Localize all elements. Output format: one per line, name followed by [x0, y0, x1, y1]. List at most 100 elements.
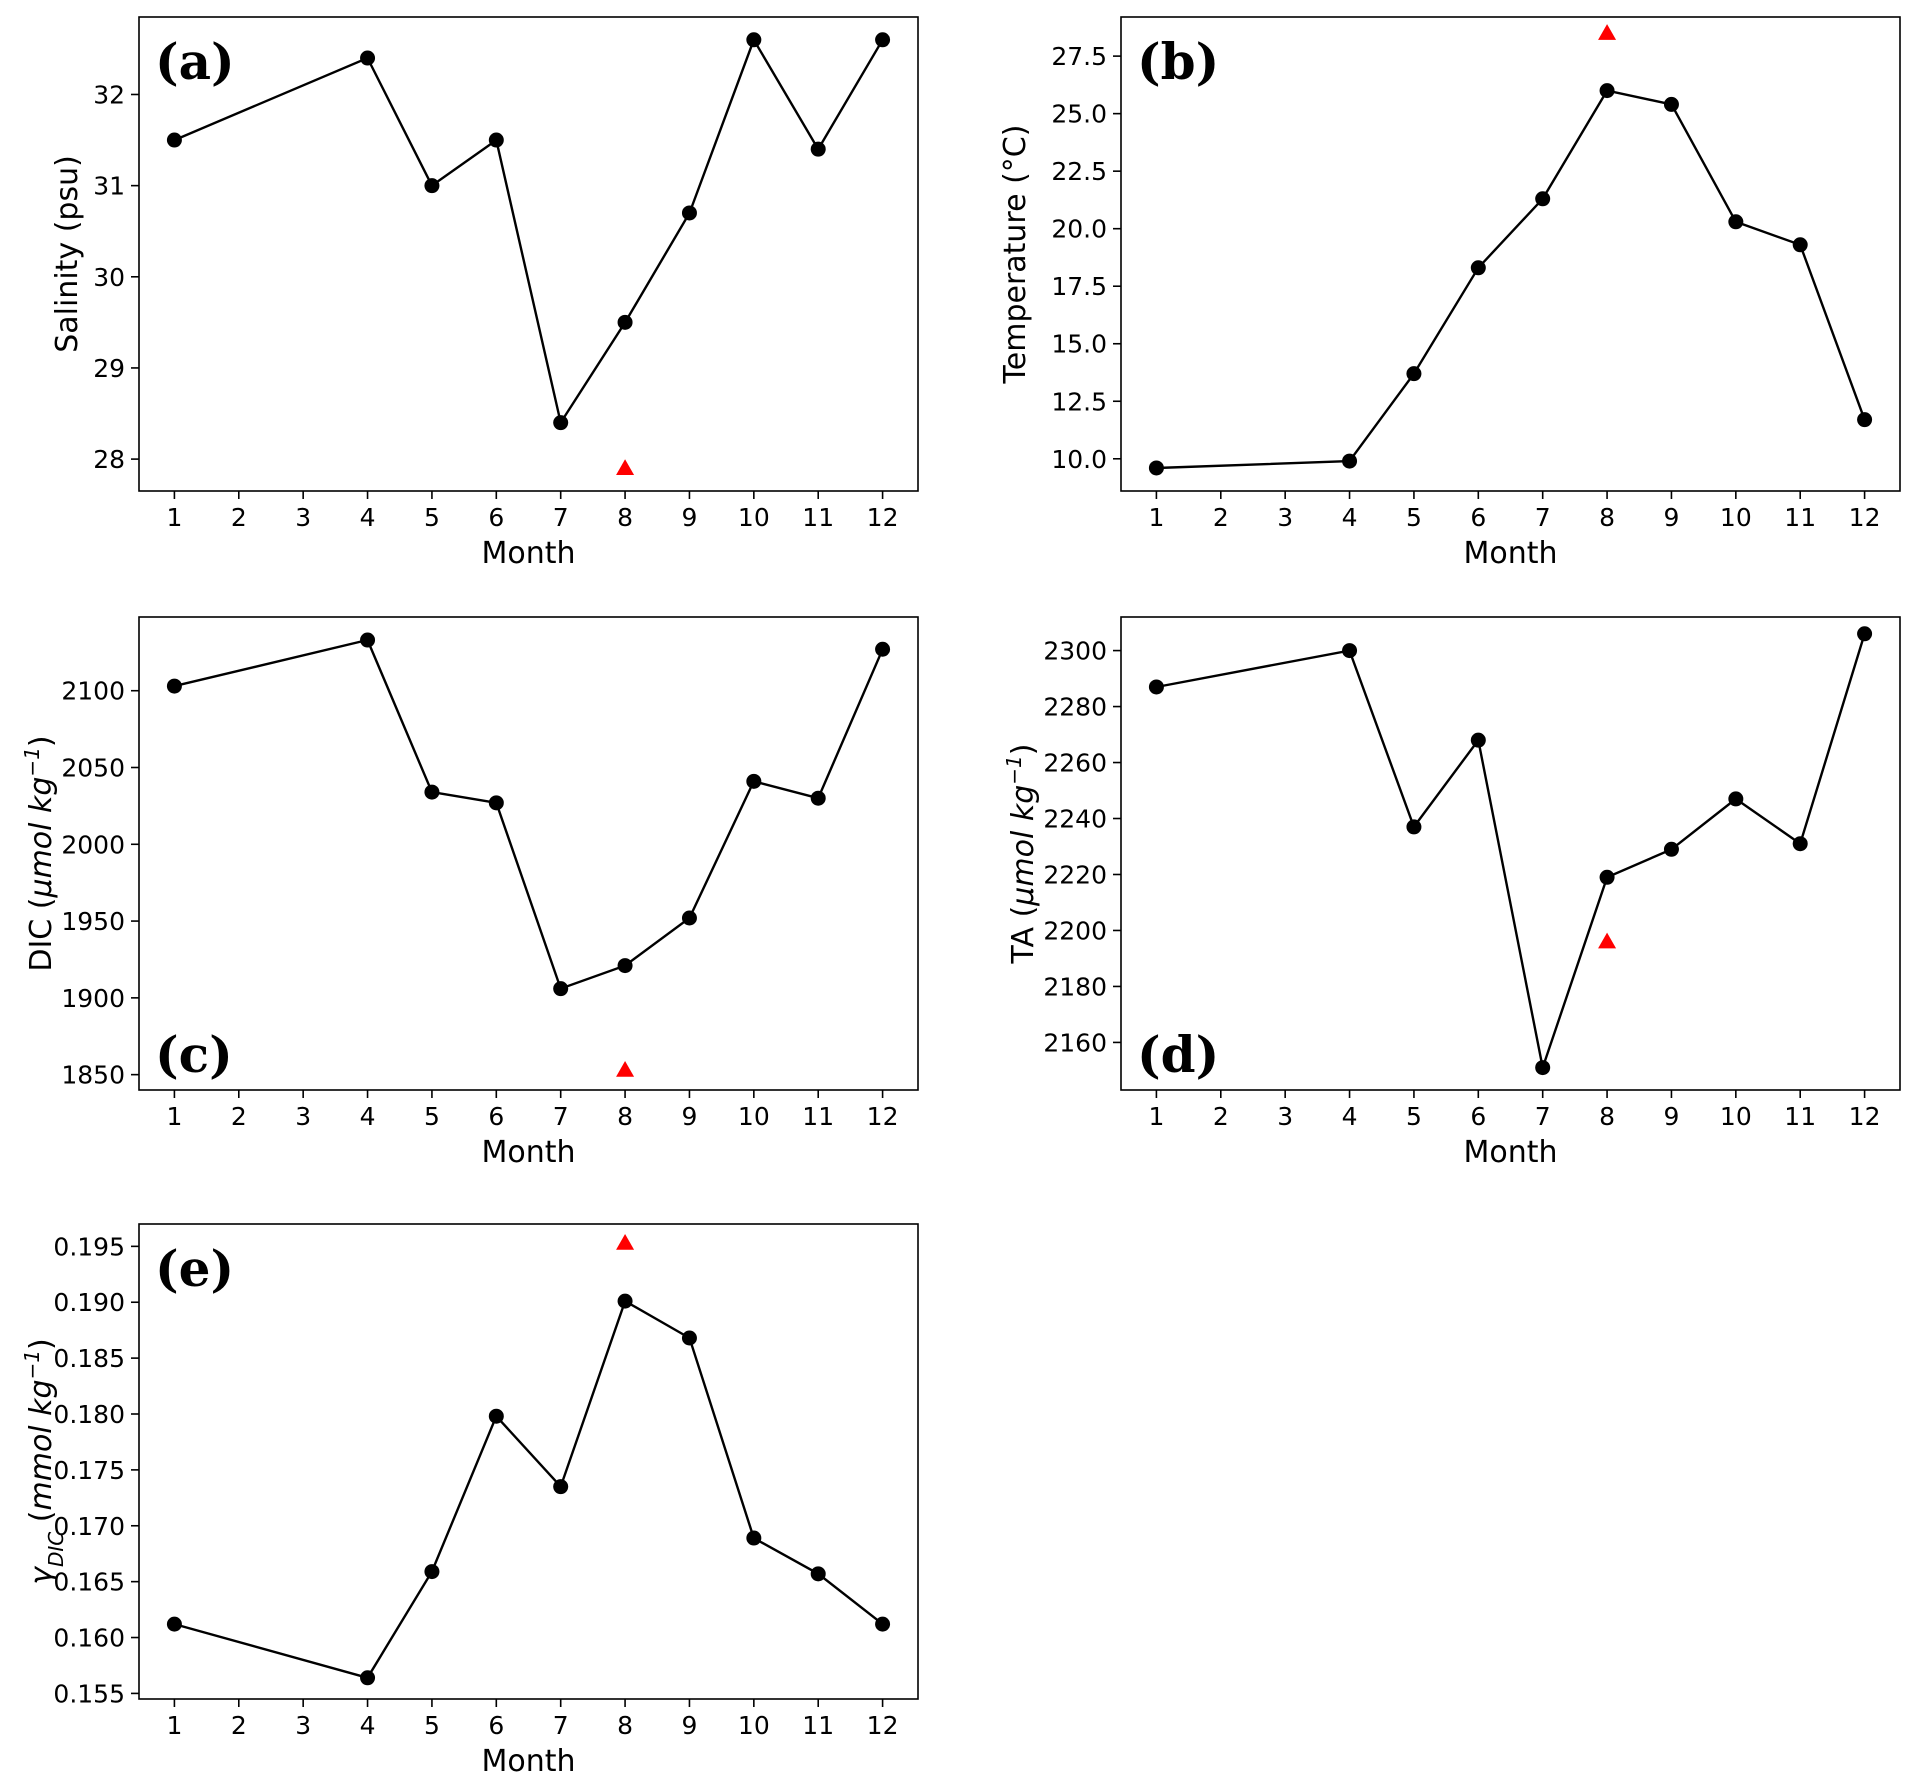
- panel-label: (c): [155, 1025, 233, 1084]
- data-point: [166, 678, 182, 694]
- x-tick-label: 6: [488, 1711, 504, 1740]
- plot-frame: [138, 16, 919, 492]
- data-point: [1663, 841, 1679, 857]
- x-tick-label: 11: [802, 503, 834, 532]
- data-point: [1728, 791, 1744, 807]
- highlight-marker: [616, 1234, 635, 1250]
- y-tick-label: 12.5: [1051, 387, 1107, 416]
- y-tick-label: 20.0: [1051, 215, 1107, 244]
- x-tick-label: 9: [681, 1102, 697, 1131]
- x-tick-label: 5: [424, 503, 440, 532]
- x-tick-label: 11: [802, 1711, 834, 1740]
- data-point: [1599, 83, 1615, 99]
- x-tick-label: 6: [1470, 1102, 1486, 1131]
- x-tick-label: 12: [1849, 1102, 1881, 1131]
- plot-frame: [138, 616, 919, 1091]
- y-tick-label: 0.175: [53, 1456, 125, 1485]
- data-point: [1406, 366, 1422, 382]
- data-point: [488, 795, 504, 811]
- y-tick-label: 2000: [61, 830, 125, 859]
- y-tick-label: 0.165: [53, 1568, 125, 1597]
- x-tick-label: 9: [1663, 1102, 1679, 1131]
- panel-d: 1 2 3 4 5 6 7 8 9 10 11 122160218022002220224022602…: [1002, 616, 1901, 1170]
- panel-e: 1 2 3 4 5 6 7 8 9 10 11 120.1550.1600.1650.1700.175…: [20, 1223, 919, 1774]
- data-point: [1857, 626, 1873, 642]
- y-axis-label: Salinity (psu): [50, 155, 85, 353]
- data-point: [424, 1564, 440, 1580]
- y-tick-label: 0.190: [53, 1288, 125, 1317]
- x-tick-label: 3: [295, 503, 311, 532]
- panel-label: (e): [155, 1239, 234, 1298]
- data-point: [553, 415, 569, 431]
- y-tick-label: 27.5: [1051, 42, 1107, 71]
- x-tick-label: 7: [1535, 1102, 1551, 1131]
- y-tick-label: 0.160: [53, 1624, 125, 1653]
- x-axis-label: Month: [1463, 1135, 1557, 1170]
- data-point: [810, 1566, 826, 1582]
- x-axis-label: Month: [481, 1744, 575, 1774]
- x-axis-label: Month: [1463, 536, 1557, 571]
- data-point: [1342, 453, 1358, 469]
- x-tick-label: 8: [617, 1102, 633, 1131]
- y-tick-label: 10.0: [1051, 445, 1107, 474]
- y-tick-label: 1900: [61, 984, 125, 1013]
- x-tick-label: 7: [1535, 503, 1551, 532]
- y-tick-label: 2200: [1043, 916, 1107, 945]
- x-tick-label: 9: [1663, 503, 1679, 532]
- data-point: [1406, 819, 1422, 835]
- x-tick-label: 7: [553, 1102, 569, 1131]
- x-tick-label: 10: [738, 503, 770, 532]
- highlight-marker: [616, 1061, 635, 1077]
- data-point: [875, 32, 891, 48]
- data-point: [681, 1330, 697, 1346]
- data-point: [746, 773, 762, 789]
- y-tick-label: 0.185: [53, 1344, 125, 1373]
- plot-frame: [1120, 616, 1901, 1091]
- x-tick-label: 10: [738, 1711, 770, 1740]
- data-point: [1535, 191, 1551, 207]
- x-tick-label: 2: [1213, 503, 1229, 532]
- x-tick-label: 4: [1342, 503, 1358, 532]
- y-tick-label: 2240: [1043, 805, 1107, 834]
- y-tick-label: 2260: [1043, 749, 1107, 778]
- data-point: [1470, 260, 1486, 276]
- y-tick-label: 0.170: [53, 1512, 125, 1541]
- data-point: [1857, 412, 1873, 428]
- highlight-marker: [1598, 24, 1617, 40]
- data-point: [681, 205, 697, 221]
- data-point: [617, 314, 633, 330]
- y-axis-label: DIC (μmol kg−1): [20, 735, 59, 971]
- y-tick-label: 28: [93, 445, 125, 474]
- x-tick-label: 2: [1213, 1102, 1229, 1131]
- data-point: [875, 1616, 891, 1632]
- x-axis-label: Month: [481, 1135, 575, 1170]
- x-axis-label: Month: [481, 536, 575, 571]
- data-point: [553, 1479, 569, 1495]
- x-tick-label: 1: [166, 503, 182, 532]
- y-tick-label: 0.195: [53, 1232, 125, 1261]
- x-tick-label: 11: [1784, 1102, 1816, 1131]
- highlight-marker: [1598, 932, 1617, 949]
- data-point: [1470, 732, 1486, 748]
- y-tick-label: 2180: [1043, 972, 1107, 1001]
- data-point: [360, 1670, 376, 1686]
- data-point: [424, 784, 440, 800]
- y-tick-label: 2280: [1043, 693, 1107, 722]
- data-point: [617, 958, 633, 974]
- x-tick-label: 12: [867, 1102, 899, 1131]
- series-line: [174, 1299, 884, 1680]
- series-line: [1156, 89, 1866, 470]
- series-line: [174, 638, 884, 991]
- x-tick-label: 3: [295, 1711, 311, 1740]
- x-tick-label: 10: [1720, 1102, 1752, 1131]
- x-tick-label: 3: [295, 1102, 311, 1131]
- highlight-marker: [616, 459, 635, 475]
- x-tick-label: 4: [360, 1102, 376, 1131]
- plot-frame: [138, 1223, 919, 1700]
- data-point: [553, 981, 569, 997]
- data-point: [1599, 869, 1615, 885]
- data-point: [360, 632, 376, 648]
- y-tick-label: 22.5: [1051, 157, 1107, 186]
- data-point: [360, 50, 376, 66]
